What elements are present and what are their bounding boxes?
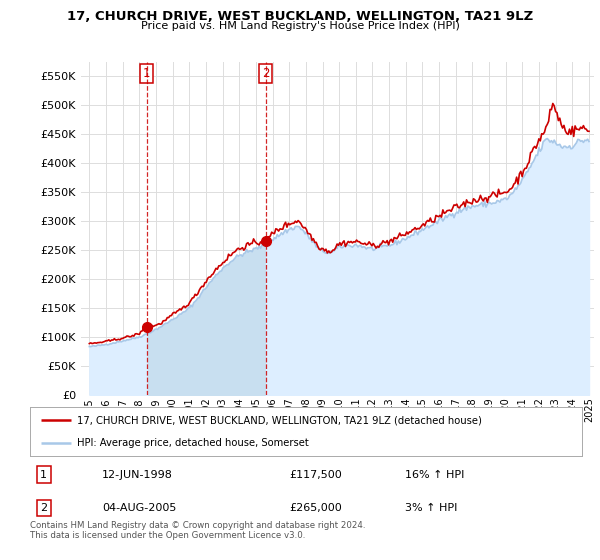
Text: This data is licensed under the Open Government Licence v3.0.: This data is licensed under the Open Gov…: [30, 531, 305, 540]
Text: 2: 2: [262, 67, 269, 80]
Text: 12-JUN-1998: 12-JUN-1998: [102, 470, 173, 480]
Text: 17, CHURCH DRIVE, WEST BUCKLAND, WELLINGTON, TA21 9LZ (detached house): 17, CHURCH DRIVE, WEST BUCKLAND, WELLING…: [77, 416, 482, 426]
Text: £117,500: £117,500: [289, 470, 342, 480]
Text: 1: 1: [143, 67, 151, 80]
Text: HPI: Average price, detached house, Somerset: HPI: Average price, detached house, Some…: [77, 438, 308, 448]
Text: 04-AUG-2005: 04-AUG-2005: [102, 503, 176, 513]
Text: 2: 2: [40, 503, 47, 513]
Text: 1: 1: [40, 470, 47, 480]
Text: Contains HM Land Registry data © Crown copyright and database right 2024.: Contains HM Land Registry data © Crown c…: [30, 521, 365, 530]
Text: 16% ↑ HPI: 16% ↑ HPI: [406, 470, 465, 480]
Text: £265,000: £265,000: [289, 503, 342, 513]
Text: 17, CHURCH DRIVE, WEST BUCKLAND, WELLINGTON, TA21 9LZ: 17, CHURCH DRIVE, WEST BUCKLAND, WELLING…: [67, 10, 533, 23]
Text: Price paid vs. HM Land Registry's House Price Index (HPI): Price paid vs. HM Land Registry's House …: [140, 21, 460, 31]
Text: 3% ↑ HPI: 3% ↑ HPI: [406, 503, 458, 513]
